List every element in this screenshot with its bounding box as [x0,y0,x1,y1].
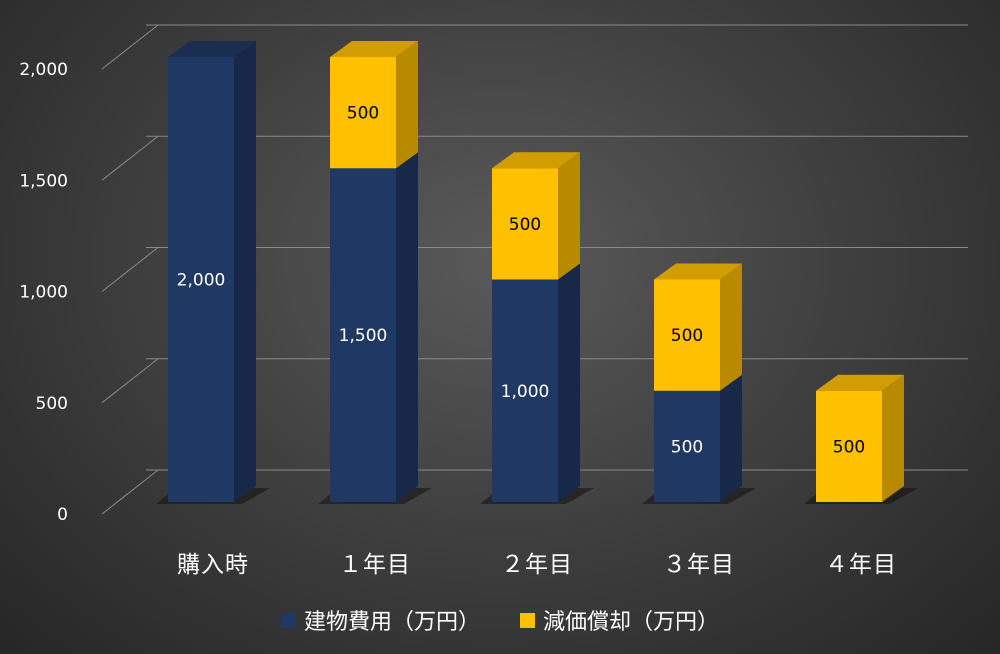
bar-top [330,41,418,57]
bar-segment [330,41,418,169]
bar-side [882,374,904,502]
data-labels: 2,000 1,500 500 1,000 500 500 500 500 [177,104,866,458]
bar-segment [168,41,256,502]
legend-swatch-building-cost [280,612,296,628]
data-label: 1,000 [501,382,550,402]
y-tick-label: 2,000 [19,60,68,80]
data-label: 500 [509,215,541,235]
bar-side [396,152,418,502]
bar-side [396,41,418,169]
bar-front [330,168,396,502]
bar-side [720,263,742,391]
bar-side [558,152,580,280]
data-label: 500 [833,437,865,457]
bar-side [234,41,256,502]
x-category-label: 購入時 [177,552,249,578]
data-label: 500 [671,437,703,457]
data-label: 500 [671,326,703,346]
legend-swatch-depreciation [520,612,535,628]
gridline-diagonal [101,247,159,292]
x-category-label: １年目 [339,552,411,578]
bar-segment [330,152,418,502]
bar-segment [492,263,580,502]
stacked-bar-chart: 0 500 1,000 1,500 2,000 2,000 1,500 500 1,000 50… [19,24,968,578]
bar-front [330,57,396,169]
bar-front [492,168,558,280]
bar-top [492,152,580,169]
bar-front [492,279,558,502]
bar-segment [492,152,580,280]
legend-label-depreciation: 減価償却（万円） [543,610,720,635]
x-axis-categories: 購入時 １年目 ２年目 ３年目 ４年目 [177,552,897,578]
x-category-label: ３年目 [663,552,735,578]
bar-front [168,57,234,502]
y-tick-label: 0 [57,505,68,525]
bar-segment [654,374,742,502]
gridline-diagonal [101,135,159,181]
legend: 建物費用（万円） 減価償却（万円） [0,604,1000,636]
y-tick-label: 500 [36,394,68,414]
legend-item-building-cost: 建物費用（万円） [280,604,480,636]
gridline-diagonal [101,469,159,515]
bar-top [816,374,904,391]
data-label: 500 [347,104,379,124]
data-label: 1,500 [339,326,388,346]
bar-top [654,263,742,280]
legend-label-building-cost: 建物費用（万円） [303,610,480,635]
bar-top [168,41,256,57]
x-category-label: ２年目 [501,552,573,578]
gridline-diagonal [101,24,159,70]
bar-side [558,263,580,502]
bar-segment [816,374,904,502]
y-tick-label: 1,000 [19,283,68,303]
bar-side [720,374,742,502]
bar-front [654,390,720,502]
data-label: 2,000 [177,271,226,291]
y-axis-ticks: 0 500 1,000 1,500 2,000 [19,60,68,525]
bar-front [654,279,720,391]
x-category-label: ４年目 [825,552,897,578]
bar-front [816,390,882,502]
gridline-diagonal [101,358,159,404]
y-tick-label: 1,500 [19,171,68,191]
bars [156,41,918,504]
bar-segment [654,263,742,391]
legend-item-depreciation: 減価償却（万円） [520,604,719,636]
